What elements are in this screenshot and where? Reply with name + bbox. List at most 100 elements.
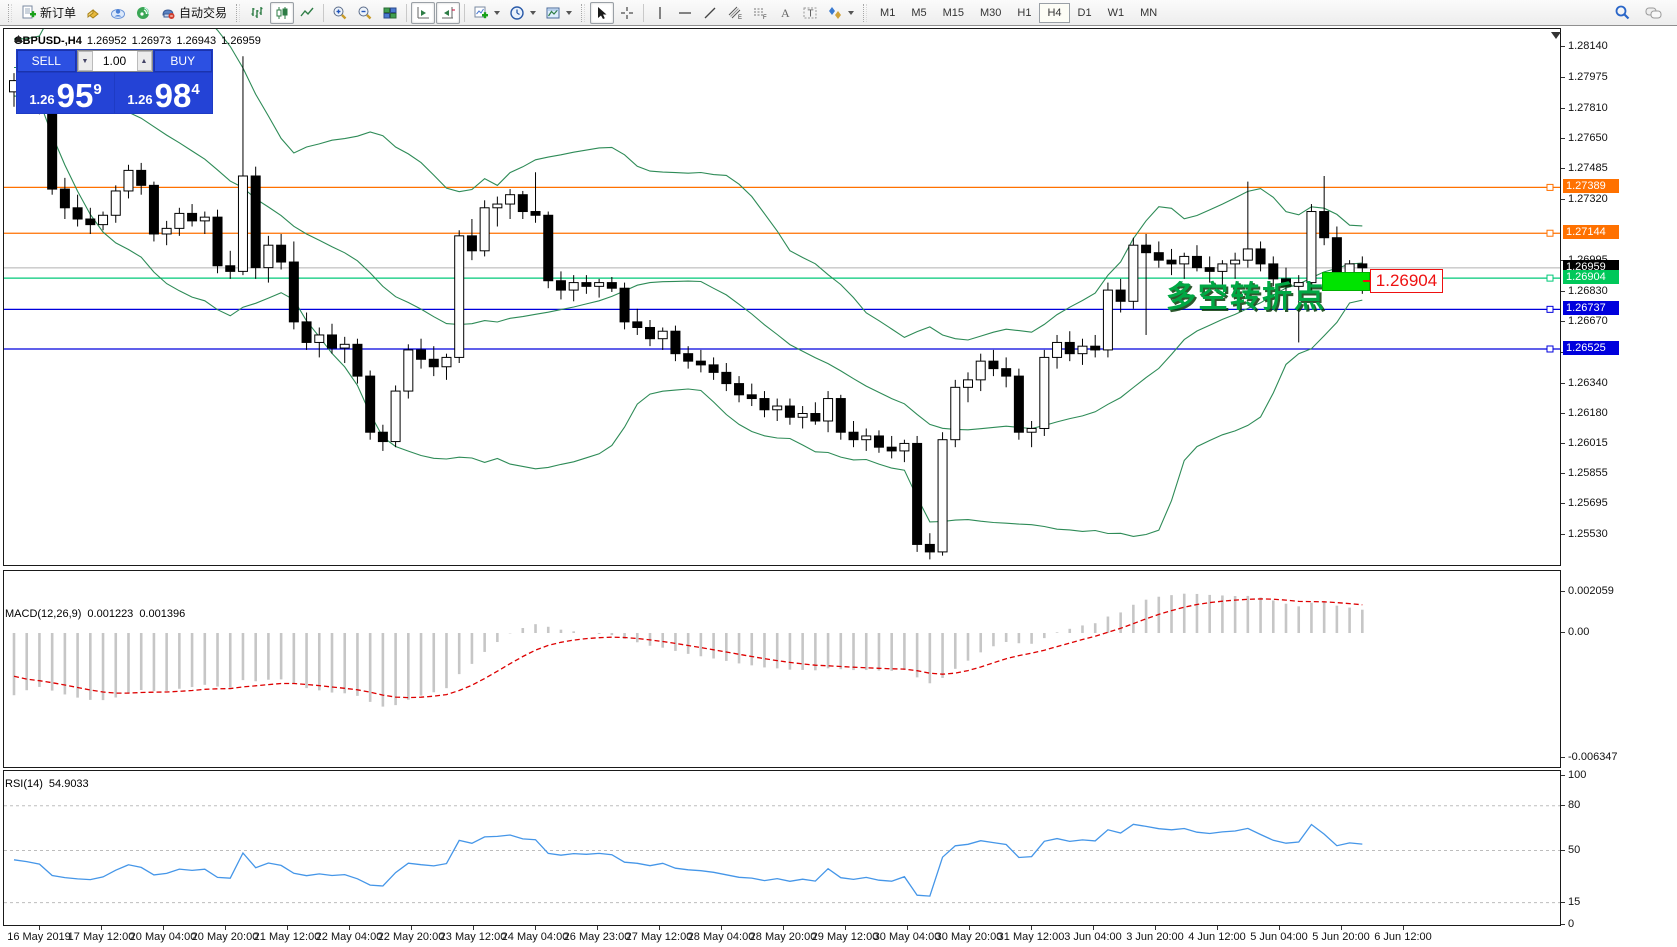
- macd-chart[interactable]: [4, 571, 1560, 767]
- text-label-icon: T: [803, 7, 817, 19]
- timeframe-h4[interactable]: H4: [1039, 2, 1070, 23]
- collapse-triangle-icon[interactable]: [14, 35, 23, 43]
- timeframe-m30[interactable]: M30: [980, 6, 1002, 19]
- sell-price[interactable]: 1.26 95 9: [17, 73, 114, 113]
- candlestick-chart[interactable]: [4, 29, 1560, 565]
- timeframe-h1[interactable]: H1: [1017, 6, 1032, 19]
- rsi-tick: 50: [1568, 843, 1581, 856]
- time-tick: [597, 926, 598, 930]
- time-label: 21 May 12:00: [253, 931, 321, 943]
- toolbar-grip[interactable]: [581, 3, 586, 22]
- market-watch-button[interactable]: [81, 2, 105, 24]
- channel-tool-button[interactable]: E: [723, 2, 747, 24]
- profile-cloud-icon: [111, 8, 126, 19]
- macd-panel[interactable]: [3, 570, 1561, 768]
- time-tick: [287, 926, 288, 930]
- axis-tick: [1561, 804, 1565, 806]
- signal-icon: [137, 6, 150, 19]
- rsi-label: RSI(14) 54.9033: [5, 778, 89, 790]
- time-axis[interactable]: 16 May 2019 17 May 12:00 20 May 04:00 20 Ma…: [3, 926, 1561, 947]
- bar-chart-button[interactable]: [245, 2, 269, 24]
- tile-windows-button[interactable]: [378, 2, 402, 24]
- price-tick: 1.27650: [1568, 131, 1608, 144]
- timeframe-m1[interactable]: M1: [880, 6, 896, 19]
- price-tick: 1.26340: [1568, 376, 1608, 389]
- sell-price-prefix: 1.26: [29, 92, 55, 107]
- time-tick: [1093, 926, 1094, 930]
- profiles-button[interactable]: [106, 2, 130, 24]
- timeframe-m15[interactable]: M15: [942, 6, 964, 19]
- time-tick: [845, 926, 846, 930]
- timeframe-d1[interactable]: D1: [1077, 6, 1092, 19]
- buy-button[interactable]: BUY: [153, 50, 212, 72]
- chart-shift-button[interactable]: [436, 1, 461, 24]
- price-tick: 1.27810: [1568, 101, 1608, 114]
- cursor-tool-button[interactable]: [590, 1, 615, 24]
- timeframe-mn[interactable]: MN: [1140, 6, 1158, 19]
- chart-annotation-text[interactable]: 多空转折点: [1166, 281, 1326, 314]
- text-icon: A: [781, 6, 790, 20]
- buy-price[interactable]: 1.26 98 4: [115, 73, 212, 113]
- dropdown-caret-icon: [530, 10, 537, 15]
- arrows-icon: [829, 6, 842, 19]
- time-tick: [969, 926, 970, 930]
- toolbar-grip[interactable]: [8, 3, 12, 22]
- rsi-tick: 15: [1568, 895, 1581, 908]
- line-chart-button[interactable]: [295, 2, 319, 24]
- macd-tick: -0.006347: [1568, 750, 1618, 763]
- time-label: 20 May 04:00: [129, 931, 197, 943]
- zoom-out-button[interactable]: [353, 2, 377, 24]
- time-label: 22 May 20:00: [377, 931, 445, 943]
- vertical-line-tool-button[interactable]: [648, 2, 672, 24]
- sell-button[interactable]: SELL: [17, 50, 76, 72]
- volume-input[interactable]: 1.00: [102, 54, 127, 68]
- timeframe-w1[interactable]: W1: [1107, 6, 1125, 19]
- bar-chart-icon: [251, 6, 263, 18]
- crosshair-tool-button[interactable]: [615, 2, 639, 24]
- volume-increase-button[interactable]: ▲: [136, 51, 152, 71]
- new-order-button[interactable]: 新订单: [17, 2, 80, 24]
- equidistant-channel-icon: E: [728, 6, 742, 21]
- rsi-name: RSI(14): [5, 778, 43, 790]
- chart-shift-marker-icon[interactable]: [1551, 32, 1561, 39]
- rsi-tick: 100: [1568, 769, 1587, 781]
- timeframe-m5[interactable]: M5: [911, 6, 927, 19]
- volume-decrease-button[interactable]: ▼: [77, 51, 93, 71]
- main-chart-panel[interactable]: GBPUSD-,H4 1.26952 1.26973 1.26943 1.269…: [3, 28, 1561, 566]
- axis-tick: [1561, 534, 1565, 536]
- rsi-panel[interactable]: [3, 770, 1561, 926]
- time-tick: [411, 926, 412, 930]
- period-button[interactable]: [505, 2, 540, 24]
- auto-scroll-button[interactable]: [411, 1, 436, 24]
- toolbar-grip[interactable]: [863, 3, 868, 22]
- toolbar-grip[interactable]: [236, 3, 241, 22]
- line-chart-icon: [300, 7, 314, 16]
- text-tool-button[interactable]: A: [773, 2, 797, 24]
- candlestick-chart-button[interactable]: [270, 1, 295, 24]
- time-label: 27 May 12:00: [625, 931, 693, 943]
- new-order-label: 新订单: [40, 6, 77, 20]
- template-button[interactable]: [541, 2, 576, 24]
- price-callout-label[interactable]: 1.26904: [1370, 269, 1443, 293]
- autotrading-button[interactable]: 自动交易: [156, 2, 231, 24]
- chat-button[interactable]: [1641, 2, 1667, 24]
- tile-windows-icon: [383, 7, 397, 18]
- trendline-tool-button[interactable]: [698, 2, 722, 24]
- price-axis[interactable]: 1.28140 1.27975 1.27810 1.27650 1.27485 1.273…: [1561, 26, 1677, 947]
- dropdown-caret-icon: [566, 10, 573, 15]
- search-button[interactable]: [1610, 2, 1635, 24]
- horizontal-line-tool-button[interactable]: [673, 2, 697, 24]
- axis-tick: [1561, 290, 1565, 292]
- buy-price-sup: 4: [191, 81, 200, 98]
- arrows-tool-button[interactable]: [823, 2, 858, 24]
- rsi-chart[interactable]: [4, 771, 1560, 925]
- add-indicator-button[interactable]: [469, 2, 504, 24]
- signals-button[interactable]: [131, 2, 155, 24]
- fibonacci-tool-button[interactable]: F: [748, 2, 772, 24]
- zoom-out-icon: [358, 6, 372, 19]
- ohlc-close: 1.26959: [221, 35, 261, 47]
- zoom-in-button[interactable]: [328, 2, 352, 24]
- label-tool-button[interactable]: T: [798, 2, 822, 24]
- time-label: 30 May 20:00: [935, 931, 1003, 943]
